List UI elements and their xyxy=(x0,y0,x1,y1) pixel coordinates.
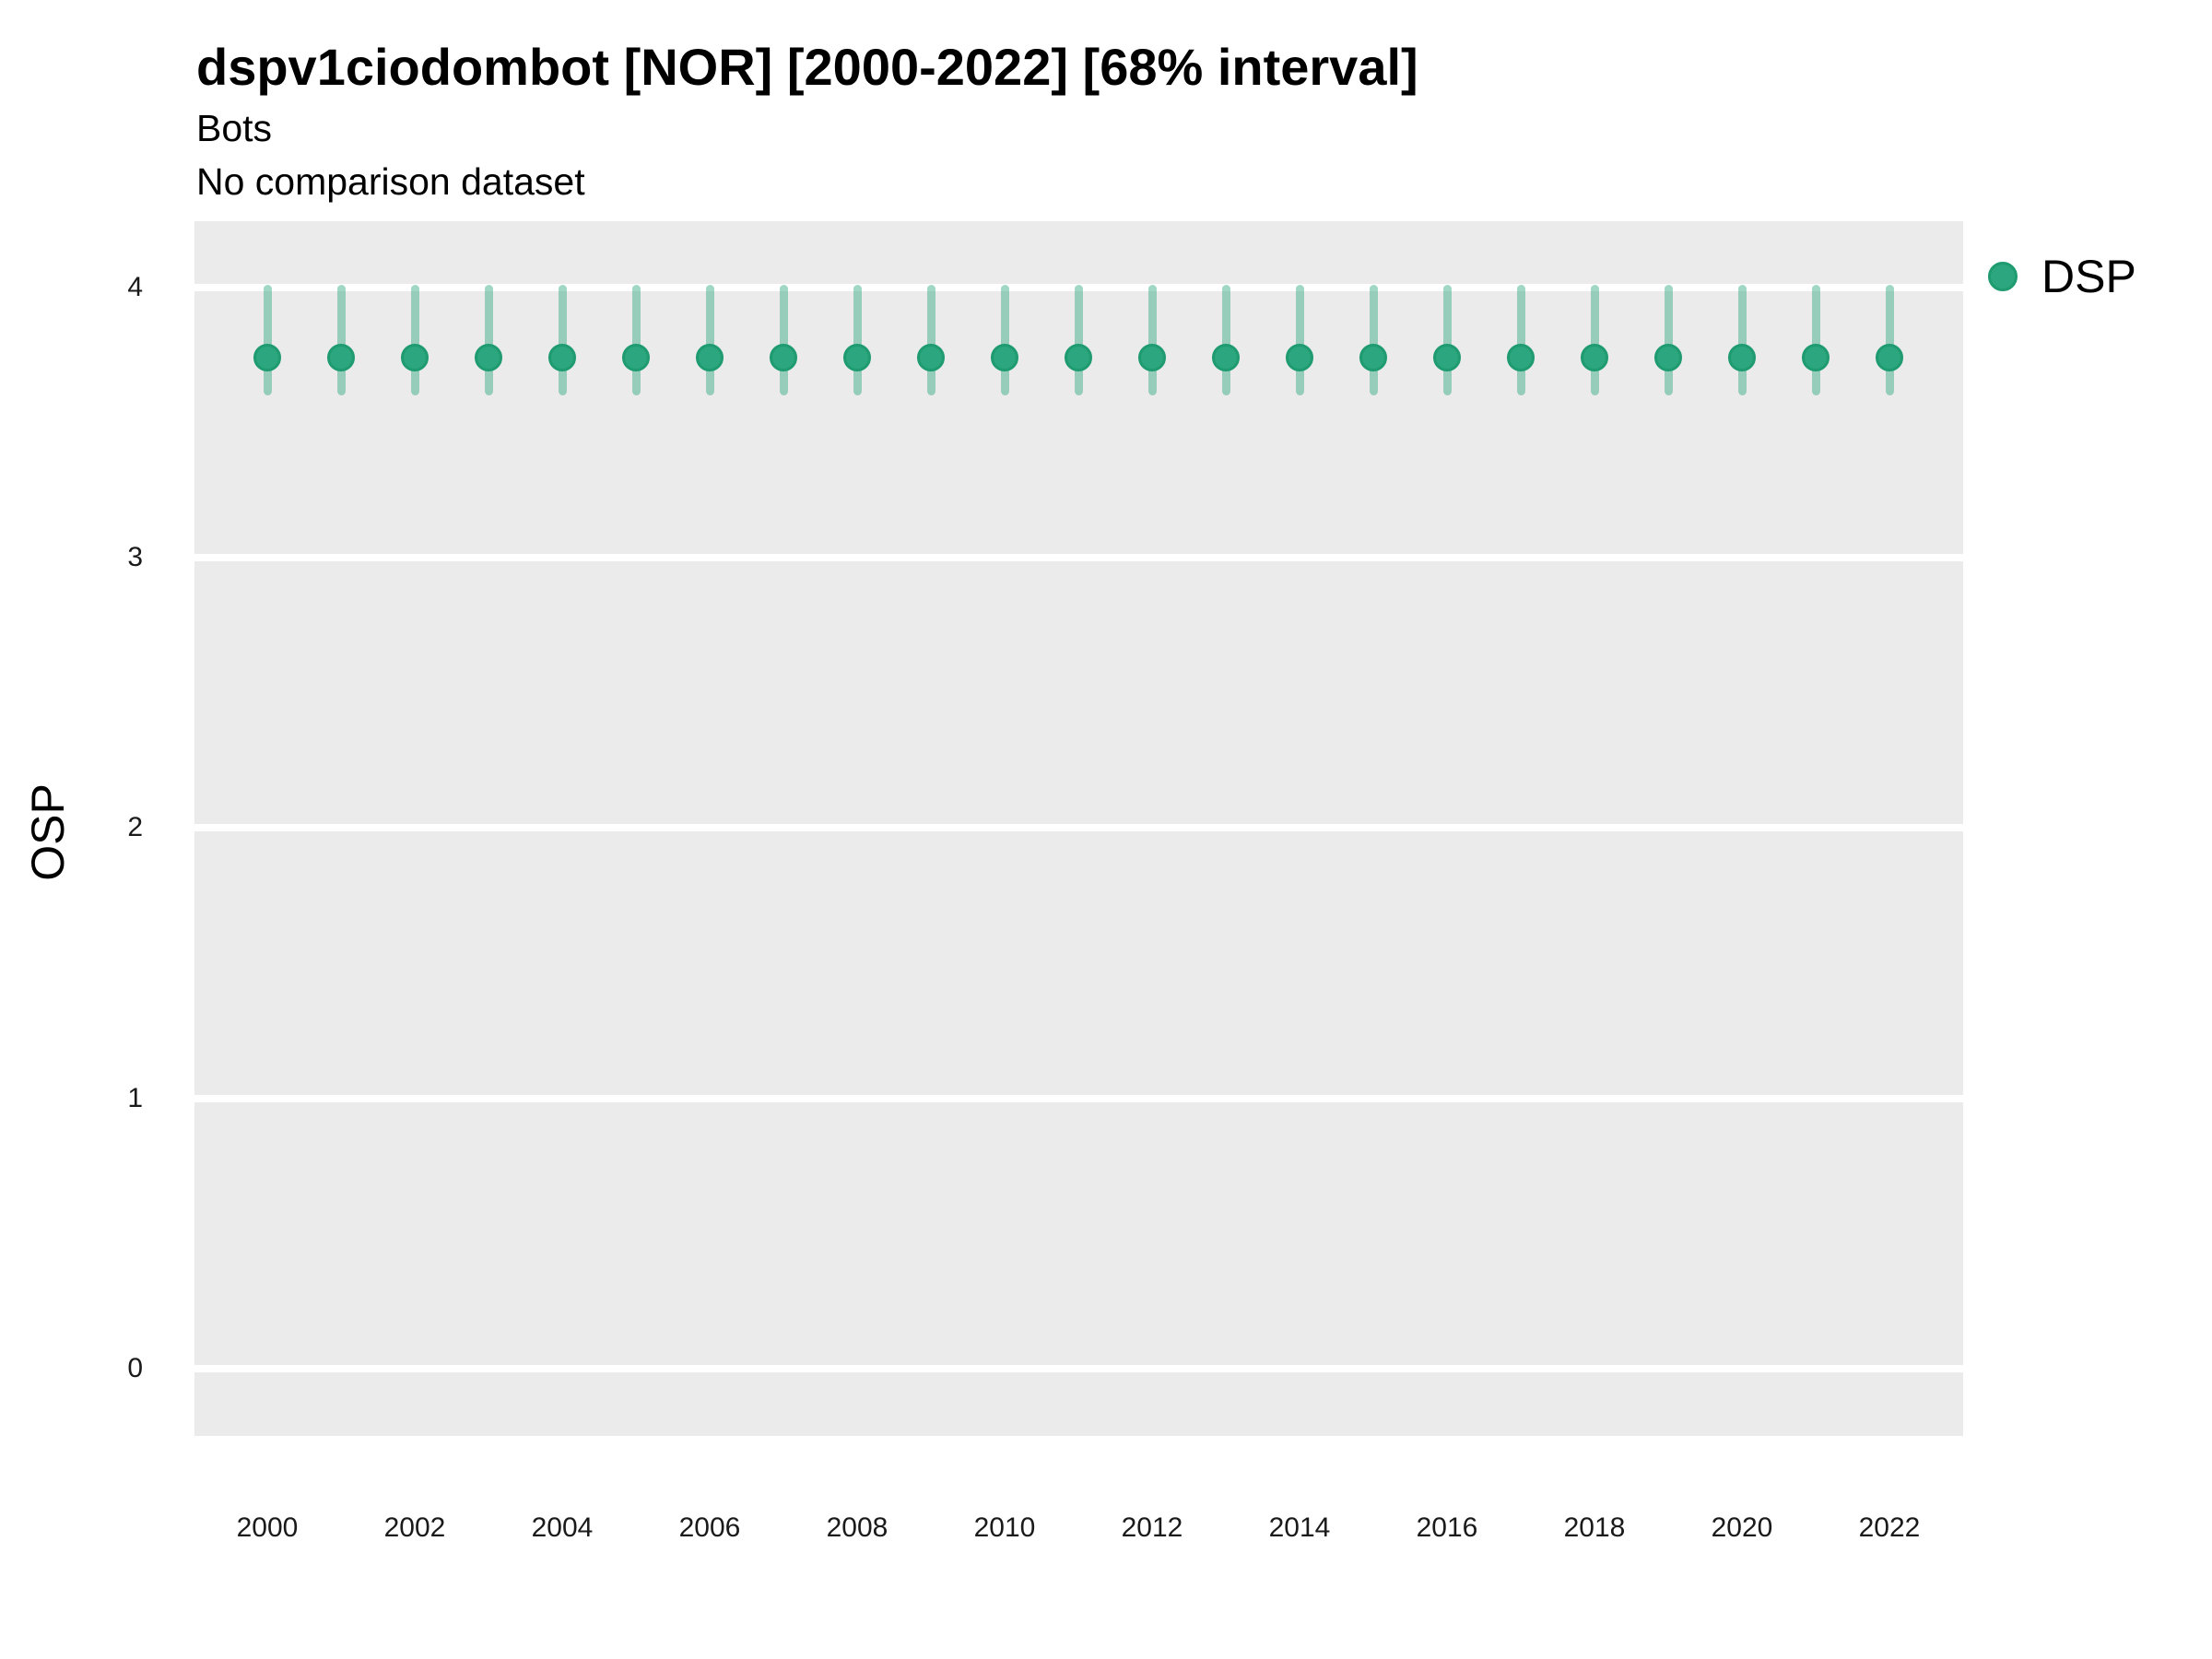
y-tick-label: 1 xyxy=(127,1082,143,1113)
plot-panel xyxy=(194,221,1963,1436)
gridline-y-3 xyxy=(194,554,1963,562)
interval-bar xyxy=(558,285,567,396)
data-point xyxy=(475,344,502,372)
interval-bar xyxy=(1442,285,1452,396)
interval-bar xyxy=(410,285,419,396)
interval-bar xyxy=(1147,285,1157,396)
gridline-y-0 xyxy=(194,1364,1963,1372)
chart-title: dspv1ciodombot [NOR] [2000-2022] [68% in… xyxy=(196,38,1418,96)
x-tick-label: 2004 xyxy=(531,1512,594,1543)
interval-bar xyxy=(631,285,641,396)
data-point xyxy=(991,344,1018,372)
data-point xyxy=(770,344,797,372)
data-point xyxy=(1065,344,1092,372)
x-tick-label: 2018 xyxy=(1563,1512,1626,1543)
interval-bar xyxy=(926,285,935,396)
interval-bar xyxy=(779,285,788,396)
x-tick-label: 2022 xyxy=(1858,1512,1921,1543)
x-tick-label: 2000 xyxy=(236,1512,299,1543)
interval-bar xyxy=(853,285,862,396)
interval-bar xyxy=(1295,285,1304,396)
data-point xyxy=(1286,344,1313,372)
data-point xyxy=(1876,344,1903,372)
interval-bar xyxy=(1811,285,1820,396)
interval-bar xyxy=(1590,285,1599,396)
interval-bar xyxy=(263,285,272,396)
data-point xyxy=(843,344,871,372)
data-point xyxy=(253,344,281,372)
y-tick-label: 2 xyxy=(127,812,143,843)
data-point xyxy=(1802,344,1830,372)
chart-subtitle: Bots xyxy=(196,107,273,149)
interval-bar xyxy=(1221,285,1230,396)
interval-bar xyxy=(1885,285,1894,396)
interval-bar xyxy=(1737,285,1747,396)
data-point xyxy=(1138,344,1166,372)
gridline-y-1 xyxy=(194,1094,1963,1102)
interval-bar xyxy=(1074,285,1083,396)
x-tick-label: 2010 xyxy=(973,1512,1036,1543)
interval-bar xyxy=(336,285,346,396)
data-point xyxy=(1359,344,1387,372)
data-point xyxy=(1212,344,1240,372)
data-point xyxy=(1433,344,1461,372)
interval-bar xyxy=(1664,285,1673,396)
interval-bar xyxy=(1000,285,1009,396)
legend: DSP xyxy=(1988,251,2136,302)
interval-bar xyxy=(484,285,493,396)
data-point xyxy=(327,344,355,372)
data-point xyxy=(917,344,945,372)
data-point xyxy=(1654,344,1682,372)
interval-bar xyxy=(705,285,714,396)
gridline-y-4 xyxy=(194,284,1963,291)
x-tick-label: 2002 xyxy=(383,1512,446,1543)
data-point xyxy=(1581,344,1608,372)
legend-label: DSP xyxy=(2041,251,2136,302)
x-tick-label: 2006 xyxy=(678,1512,741,1543)
data-point xyxy=(1507,344,1535,372)
data-point xyxy=(548,344,576,372)
x-tick-label: 2008 xyxy=(826,1512,888,1543)
data-point xyxy=(622,344,650,372)
legend-point-icon xyxy=(1988,262,2018,291)
y-tick-label: 0 xyxy=(127,1352,143,1383)
gridline-y-2 xyxy=(194,824,1963,832)
interval-bar xyxy=(1369,285,1378,396)
y-tick-label: 3 xyxy=(127,542,143,573)
comparison-note: No comparison dataset xyxy=(196,160,585,203)
interval-bar xyxy=(1516,285,1525,396)
x-tick-label: 2012 xyxy=(1121,1512,1183,1543)
y-tick-label: 4 xyxy=(127,272,143,302)
x-tick-label: 2020 xyxy=(1711,1512,1773,1543)
x-tick-label: 2016 xyxy=(1416,1512,1478,1543)
data-point xyxy=(1728,344,1756,372)
x-tick-label: 2014 xyxy=(1268,1512,1331,1543)
data-point xyxy=(696,344,724,372)
data-point xyxy=(401,344,429,372)
